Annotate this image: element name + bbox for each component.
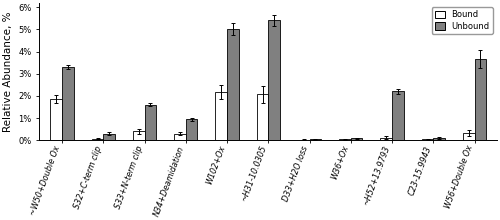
Bar: [133, 131, 144, 140]
Bar: [104, 134, 115, 140]
Y-axis label: Relative Abundance, %: Relative Abundance, %: [3, 11, 13, 132]
Bar: [144, 105, 156, 140]
Bar: [92, 139, 104, 140]
Bar: [463, 133, 474, 140]
Bar: [392, 92, 404, 140]
Bar: [62, 67, 74, 140]
Bar: [434, 138, 445, 140]
Bar: [227, 29, 238, 140]
Bar: [351, 138, 362, 140]
Bar: [422, 139, 434, 140]
Bar: [268, 20, 280, 140]
Bar: [174, 134, 186, 140]
Bar: [186, 119, 198, 140]
Bar: [339, 139, 351, 140]
Bar: [216, 92, 227, 140]
Bar: [310, 139, 321, 140]
Bar: [474, 59, 486, 140]
Bar: [298, 139, 310, 140]
Bar: [380, 138, 392, 140]
Legend: Bound, Unbound: Bound, Unbound: [432, 7, 493, 34]
Bar: [256, 94, 268, 140]
Bar: [50, 99, 62, 140]
